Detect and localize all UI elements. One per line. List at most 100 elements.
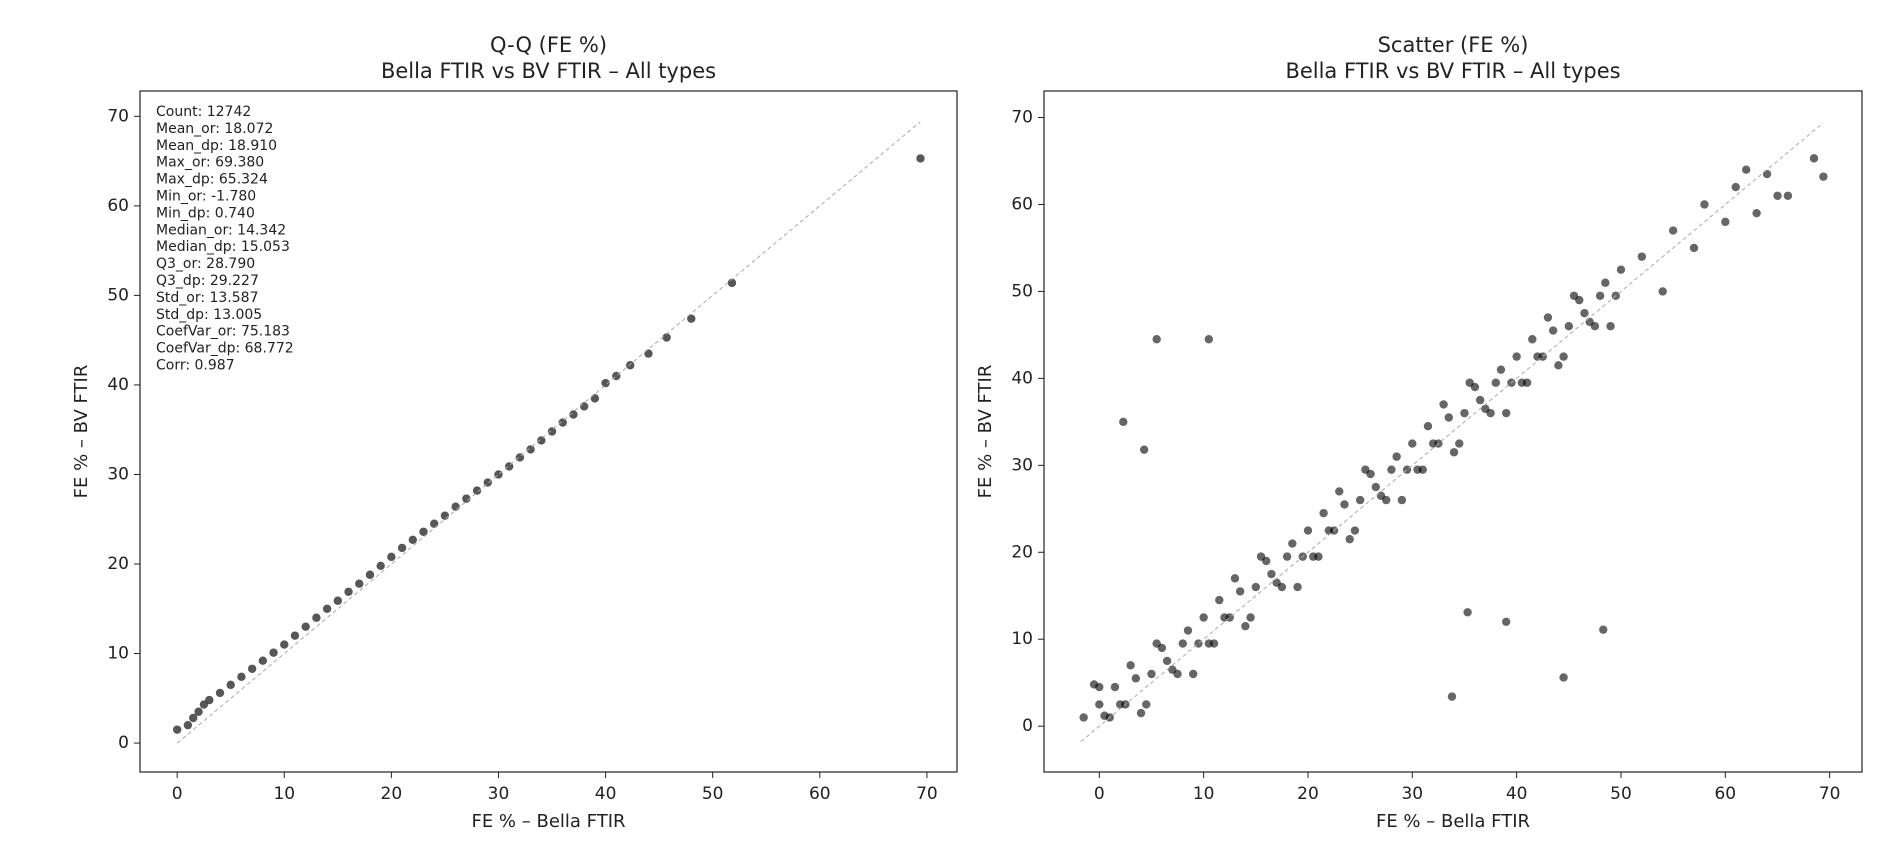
stats-text: CoefVar_or: 75.183 <box>156 324 290 340</box>
point <box>579 402 589 411</box>
stats-text: Q3_dp: 29.227 <box>156 273 259 289</box>
points <box>1079 154 1828 722</box>
point <box>1267 569 1276 579</box>
x-tick-label: 60 <box>1714 784 1736 804</box>
point <box>1142 700 1151 709</box>
stats-text: Median_dp: 15.053 <box>156 239 290 255</box>
point <box>1721 217 1730 227</box>
point <box>1345 535 1354 544</box>
point <box>1559 673 1568 682</box>
point <box>626 361 635 370</box>
x-tick-label: 70 <box>916 784 938 804</box>
point <box>1235 587 1245 596</box>
point <box>419 527 428 536</box>
point <box>662 333 671 342</box>
point <box>1397 495 1407 505</box>
y-axis-label: FE % – BV FTIR <box>975 365 996 499</box>
point <box>1668 226 1678 235</box>
point <box>312 613 321 622</box>
point <box>1335 487 1344 496</box>
point <box>365 570 375 579</box>
point <box>601 378 610 388</box>
point <box>1606 322 1615 331</box>
point <box>916 154 925 163</box>
point <box>226 680 235 690</box>
y-axis-label: FE % – BV FTIR <box>71 365 92 499</box>
point <box>1126 661 1135 670</box>
axes-frame <box>1043 90 1863 773</box>
chart-subtitle: Bella FTIR vs BV FTIR – All types <box>1285 59 1620 83</box>
y-tick-label: 10 <box>1011 629 1033 649</box>
point <box>1204 639 1214 648</box>
point <box>1455 439 1464 448</box>
point <box>1559 352 1568 361</box>
point <box>1601 278 1610 287</box>
point <box>451 502 460 511</box>
point <box>183 720 193 730</box>
point <box>526 445 535 454</box>
point <box>1355 495 1365 505</box>
stats-text: Corr: 0.987 <box>156 358 235 374</box>
stats-text: Mean_dp: 18.910 <box>156 138 277 154</box>
point <box>397 543 407 553</box>
point <box>1350 526 1360 535</box>
point <box>1590 322 1600 331</box>
y-tick-label: 60 <box>107 196 129 216</box>
point <box>344 587 353 596</box>
point <box>1491 378 1500 387</box>
point <box>1382 495 1391 505</box>
point <box>1819 172 1828 181</box>
point <box>1303 526 1313 535</box>
point <box>1173 669 1182 679</box>
point <box>569 410 578 419</box>
stats-text: Mean_or: 18.072 <box>156 121 273 137</box>
stats-text: Min_dp: 0.740 <box>156 205 255 221</box>
point <box>1731 182 1740 192</box>
point <box>1783 191 1793 200</box>
point <box>1423 421 1433 431</box>
point <box>1595 291 1605 300</box>
point <box>205 695 214 705</box>
point <box>1447 692 1457 701</box>
y-tick-label: 10 <box>107 644 129 664</box>
point <box>727 278 737 288</box>
point <box>1700 200 1709 209</box>
point <box>1517 378 1527 387</box>
point <box>1095 700 1104 709</box>
point <box>1189 669 1198 679</box>
point <box>1387 465 1396 474</box>
stats-text: Max_dp: 65.324 <box>156 172 268 188</box>
point <box>558 418 567 427</box>
y-tick-label: 50 <box>1011 281 1033 301</box>
point <box>1512 352 1521 361</box>
point <box>189 713 198 723</box>
point <box>1119 417 1128 427</box>
point <box>333 596 343 605</box>
y-tick-label: 20 <box>107 554 129 574</box>
point <box>472 486 482 495</box>
point <box>1199 613 1208 622</box>
point <box>1465 378 1474 387</box>
point <box>1277 582 1287 592</box>
x-tick-label: 0 <box>172 784 183 804</box>
point <box>408 535 417 545</box>
point <box>1564 322 1574 331</box>
x-tick-label: 10 <box>1193 784 1215 804</box>
point <box>1282 552 1292 561</box>
point <box>1773 191 1782 200</box>
reference-line <box>176 121 921 744</box>
x-tick-label: 30 <box>1401 784 1423 804</box>
point <box>1762 169 1772 179</box>
stats-text: CoefVar_dp: 68.772 <box>156 341 294 357</box>
y-tick-label: 70 <box>107 106 129 126</box>
point <box>1256 552 1266 561</box>
point <box>1308 552 1318 561</box>
point <box>1752 208 1761 218</box>
point <box>1616 265 1626 274</box>
point <box>269 648 278 657</box>
point <box>1554 361 1563 370</box>
point <box>462 494 471 503</box>
point <box>1100 711 1109 720</box>
x-axis-label: FE % – Bella FTIR <box>1376 811 1530 832</box>
y-tick-label: 30 <box>1011 455 1033 475</box>
